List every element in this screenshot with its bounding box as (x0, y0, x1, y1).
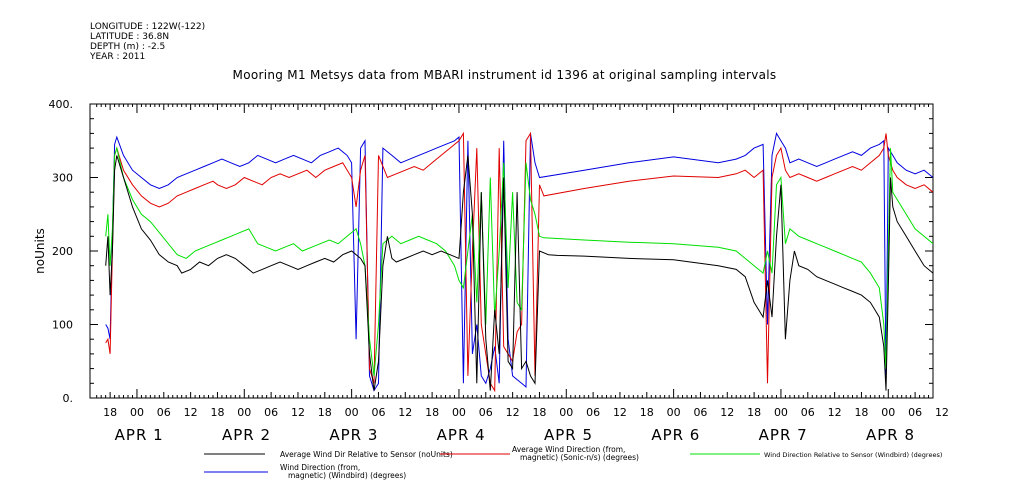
x-hour-label: 12 (828, 406, 842, 419)
legend-label-windbird-relative-line: Wind Direction Relative to Sensor (Windb… (764, 451, 942, 459)
y-tick-label: 300 (52, 172, 73, 185)
x-hour-label: 18 (532, 406, 546, 419)
y-axis: 0. 100 200 300 400. noUnits (33, 98, 933, 405)
x-hour-label: 06 (479, 406, 493, 419)
x-hour-label: 06 (157, 406, 171, 419)
x-day-label: APR 2 (222, 426, 271, 444)
metadata-block: LONGITUDE : 122W(-122) LATITUDE : 36.8N … (90, 22, 205, 62)
x-hour-label: 12 (506, 406, 520, 419)
x-hour-label: 18 (210, 406, 224, 419)
x-hour-label: 06 (908, 406, 922, 419)
x-day-label: APR 3 (329, 426, 378, 444)
x-hour-label: 12 (398, 406, 412, 419)
x-day-label: APR 6 (651, 426, 700, 444)
legend-label-windbird-dir-line: Wind Direction (from, magnetic) (Windbird… (280, 463, 406, 480)
x-hour-label: 06 (801, 406, 815, 419)
x-hour-label: 06 (586, 406, 600, 419)
chart-title: Mooring M1 Metsys data from MBARI instru… (232, 68, 777, 82)
x-hour-label: 12 (291, 406, 305, 419)
x-day-label: APR 1 (115, 426, 164, 444)
x-hour-label: 18 (640, 406, 654, 419)
series-group (105, 131, 933, 393)
x-hour-label: 00 (452, 406, 466, 419)
series-relative-dir-line (105, 155, 933, 391)
meta-latitude: LATITUDE : 36.8N (90, 32, 170, 42)
x-day-label: APR 8 (866, 426, 915, 444)
legend-label-avg-wind-dir-line: Average Wind Direction (from, magnetic) (… (512, 445, 639, 462)
x-day-label: APR 7 (759, 426, 808, 444)
x-hour-label: 06 (693, 406, 707, 419)
x-hour-label: 18 (425, 406, 439, 419)
x-hour-label: 12 (720, 406, 734, 419)
x-hour-label: 00 (667, 406, 681, 419)
x-hour-label: 12 (184, 406, 198, 419)
x-hour-label: 18 (747, 406, 761, 419)
series-avg-wind-dir-line (105, 131, 933, 393)
x-hour-label: 06 (371, 406, 385, 419)
meta-depth: DEPTH (m) : -2.5 (90, 42, 166, 52)
legend-label-relative-dir-line: Average Wind Dir Relative to Sensor (noU… (280, 450, 453, 459)
x-hour-label: 00 (774, 406, 788, 419)
y-tick-label: 100 (52, 319, 73, 332)
y-tick-label: 200 (52, 245, 73, 258)
x-hour-label: 18 (854, 406, 868, 419)
y-axis-label: noUnits (33, 228, 47, 274)
y-tick-label: 0. (63, 392, 74, 405)
meta-year: YEAR : 2011 (90, 52, 146, 62)
x-hour-label: 06 (264, 406, 278, 419)
x-day-label: APR 4 (437, 426, 486, 444)
meta-longitude: LONGITUDE : 122W(-122) (90, 22, 206, 32)
legend: Average Wind Dir Relative to Sensor (noU… (204, 445, 942, 480)
x-hour-label: 00 (237, 406, 251, 419)
x-axis: 18 00 06 12 18 00 06 12 18 00 06 12 18 00 06 12 18 00 06 12… (96, 104, 949, 444)
x-hour-label: 00 (345, 406, 359, 419)
x-hour-label: 00 (559, 406, 573, 419)
x-hour-label: 00 (881, 406, 895, 419)
x-hour-label: 12 (935, 406, 949, 419)
y-tick-label: 400. (49, 98, 74, 111)
x-hour-label: 18 (318, 406, 332, 419)
x-hour-label: 18 (103, 406, 117, 419)
x-hour-label: 12 (613, 406, 627, 419)
plot-border (89, 103, 934, 399)
x-day-label: APR 5 (544, 426, 593, 444)
plot-frame (89, 103, 934, 399)
x-hour-label: 00 (130, 406, 144, 419)
